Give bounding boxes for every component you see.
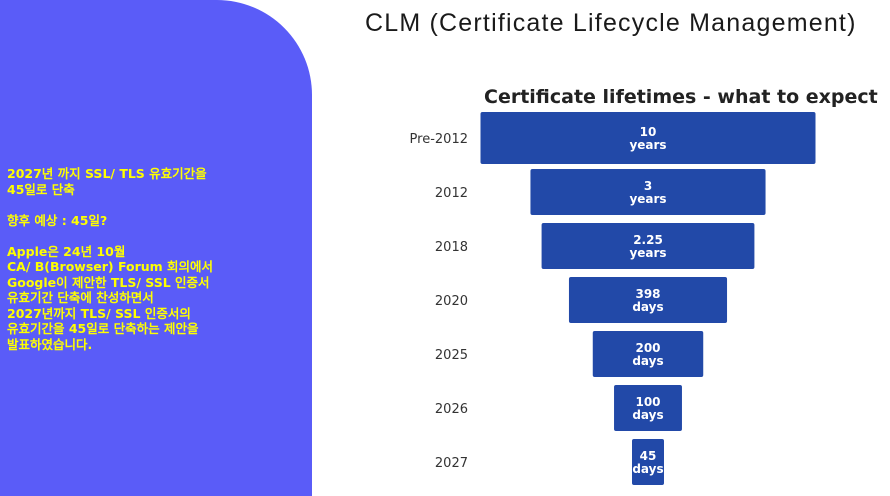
- notes-paragraph-2: 향후 예상 : 45일?: [7, 212, 108, 228]
- bar-value-label: 10: [640, 125, 657, 139]
- notes-text: 2027년 까지 SSL/ TLS 유효기간을 45일로 단축 향후 예상 : …: [7, 166, 307, 368]
- bar-value-label: years: [629, 246, 666, 260]
- bar-value-label: years: [629, 138, 666, 152]
- bar-value-label: days: [632, 354, 663, 368]
- bar-2026: [614, 385, 682, 431]
- bar-value-label: 2.25: [633, 233, 663, 247]
- category-label: 2026: [435, 402, 468, 417]
- notes-paragraph-3: Apple은 24년 10월 CA/ B(Browser) Forum 회의에서…: [7, 243, 214, 352]
- chart-title: Certificate lifetimes - what to expect: [484, 86, 878, 108]
- category-label: 2027: [435, 456, 468, 471]
- category-label: 2018: [435, 240, 468, 255]
- bar-value-label: days: [632, 408, 663, 422]
- bar-2027: [632, 439, 664, 485]
- bar-value-label: 3: [644, 179, 652, 193]
- bar-value-label: 398: [635, 287, 660, 301]
- category-label: 2025: [435, 348, 468, 363]
- bar-value-label: years: [629, 192, 666, 206]
- bar-value-label: days: [632, 300, 663, 314]
- bar-value-label: 100: [635, 395, 660, 409]
- bar-value-label: days: [632, 462, 663, 476]
- slide-title: CLM (Certificate Lifecycle Management): [365, 9, 857, 37]
- bar-2020: [568, 277, 728, 323]
- bar-2018: [541, 223, 755, 269]
- bar-2025: [592, 331, 704, 377]
- category-label: 2020: [435, 294, 468, 309]
- notes-paragraph-1: 2027년 까지 SSL/ TLS 유효기간을 45일로 단축: [7, 166, 207, 197]
- left-panel: 2027년 까지 SSL/ TLS 유효기간을 45일로 단축 향후 예상 : …: [0, 0, 312, 496]
- bar-value-label: 200: [635, 341, 660, 355]
- bar-2012: [530, 169, 766, 215]
- category-label: Pre-2012: [410, 132, 468, 147]
- category-label: 2012: [435, 186, 468, 201]
- bar-value-label: 45: [640, 449, 657, 463]
- bar-pre-2012: [480, 112, 816, 164]
